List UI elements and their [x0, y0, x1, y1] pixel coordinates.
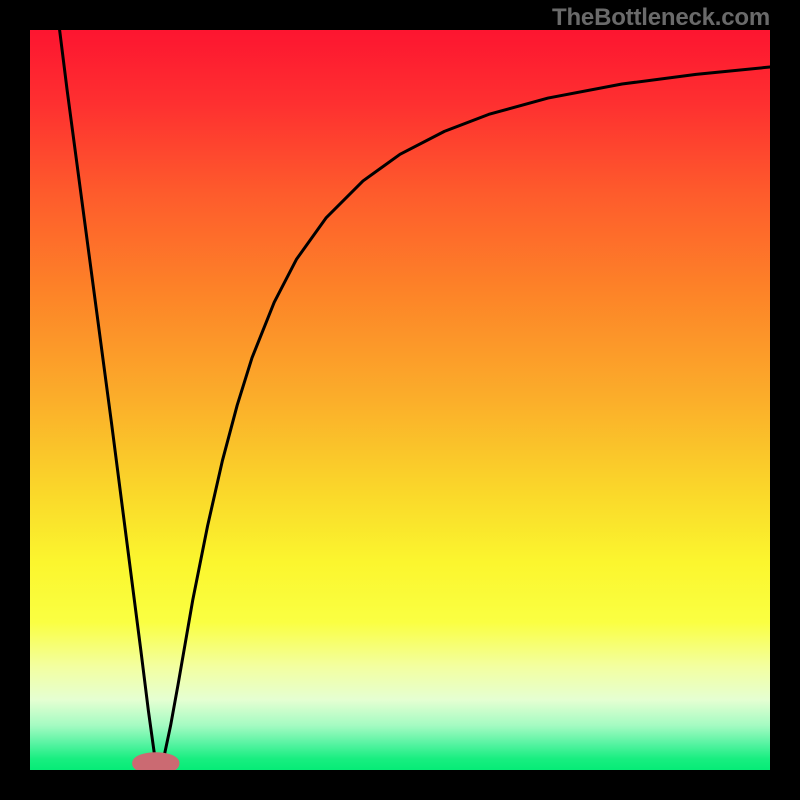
watermark-text: TheBottleneck.com	[552, 4, 770, 32]
valley-marker	[136, 756, 176, 770]
chart-container: TheBottleneck.com	[0, 0, 800, 800]
bottleneck-curve	[60, 30, 770, 764]
plot-area	[30, 30, 770, 770]
curve-layer	[30, 30, 770, 770]
